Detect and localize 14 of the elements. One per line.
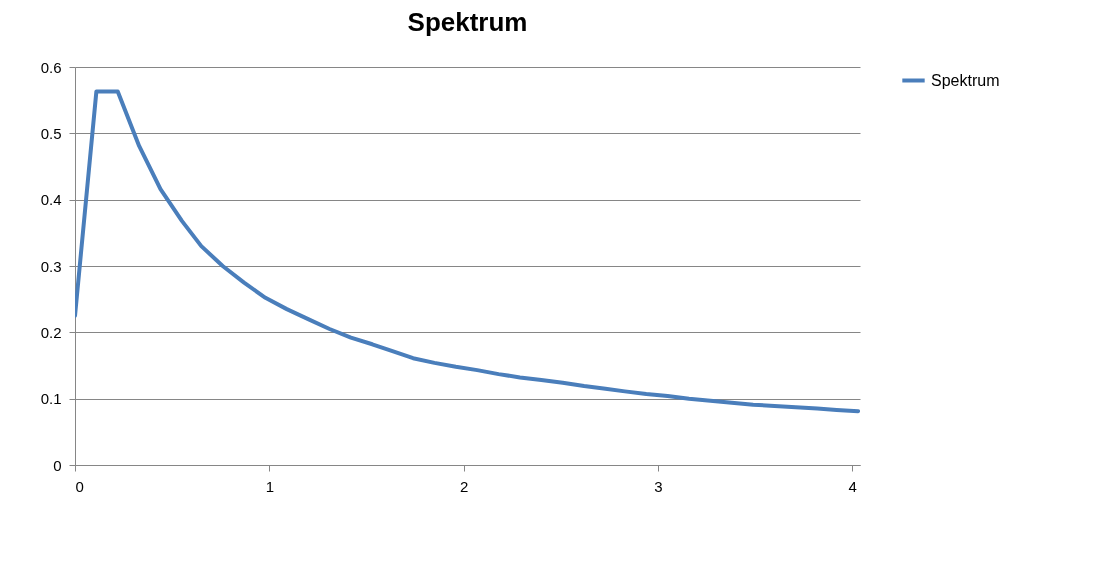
x-tick-label: 4	[848, 477, 857, 495]
y-tick-label: 0.2	[40, 323, 62, 341]
legend-label: Spektrum	[931, 71, 1000, 89]
x-tick-label: 3	[654, 477, 663, 495]
y-tick-label: 0.1	[40, 390, 62, 408]
y-tick-label: 0.5	[40, 124, 62, 142]
chart-title: Spektrum	[407, 7, 528, 37]
y-tick-label: 0.6	[40, 58, 62, 76]
y-tick-label: 0.4	[40, 191, 62, 209]
x-tick-label: 2	[459, 477, 469, 495]
y-tick-label: 0.3	[40, 257, 62, 275]
x-tick-label: 0	[75, 477, 84, 495]
y-tick-label: 0	[53, 456, 62, 474]
x-tick-label: 1	[265, 477, 274, 495]
